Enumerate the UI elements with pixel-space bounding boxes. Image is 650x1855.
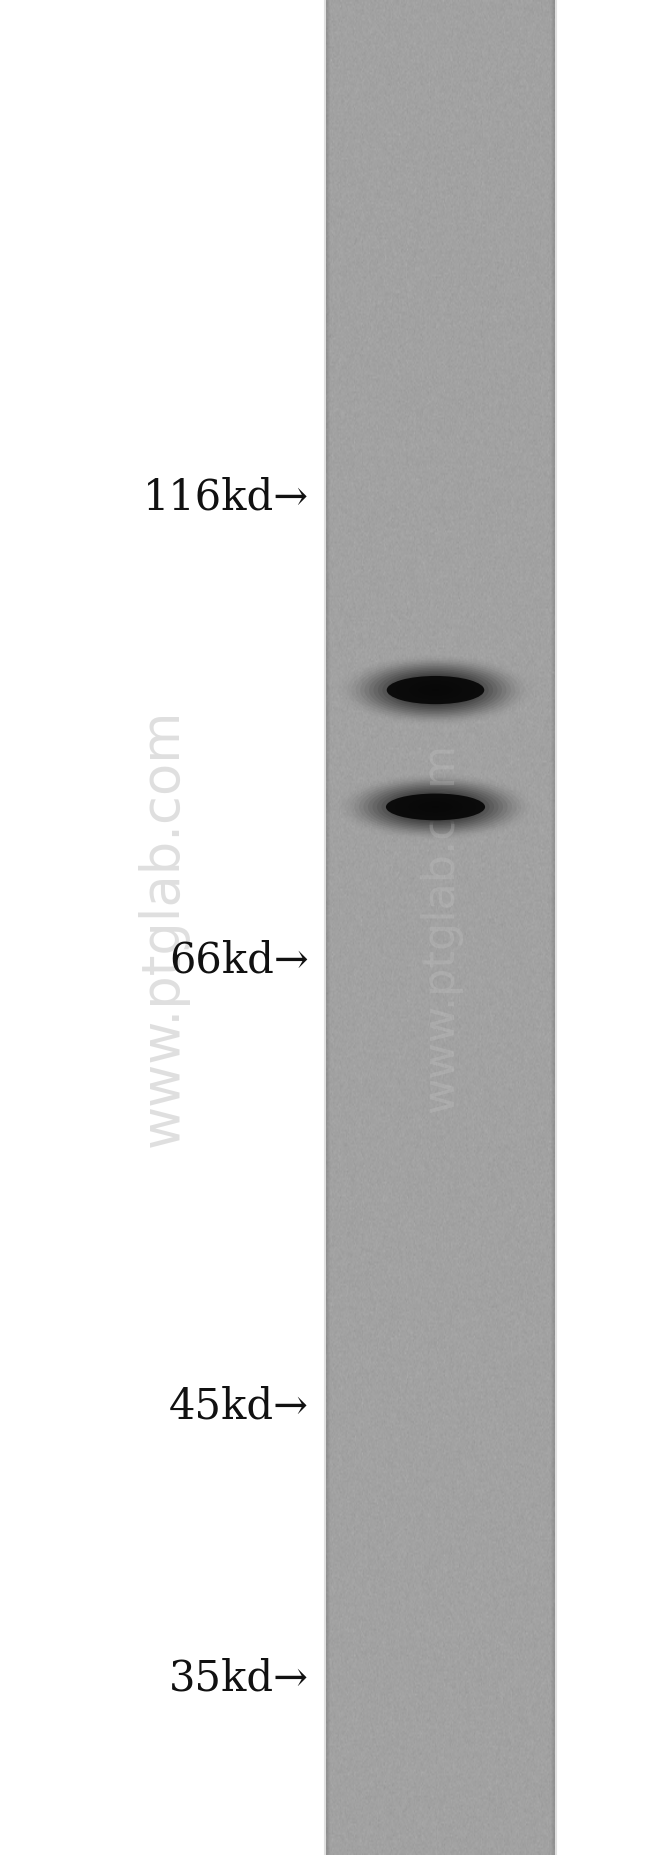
- Text: 66kd→: 66kd→: [169, 940, 309, 981]
- Ellipse shape: [377, 787, 494, 827]
- Ellipse shape: [368, 785, 503, 829]
- Ellipse shape: [400, 677, 471, 703]
- Ellipse shape: [396, 675, 475, 705]
- Ellipse shape: [391, 792, 480, 822]
- Ellipse shape: [417, 801, 454, 812]
- Ellipse shape: [426, 686, 445, 694]
- Ellipse shape: [409, 681, 462, 699]
- Ellipse shape: [345, 777, 526, 837]
- Ellipse shape: [341, 775, 530, 838]
- Ellipse shape: [359, 781, 512, 833]
- Ellipse shape: [431, 688, 440, 692]
- Text: 45kd→: 45kd→: [169, 1386, 309, 1426]
- Ellipse shape: [391, 673, 480, 707]
- Ellipse shape: [347, 659, 524, 722]
- Ellipse shape: [365, 664, 506, 716]
- Ellipse shape: [387, 672, 484, 707]
- Ellipse shape: [431, 805, 440, 809]
- Ellipse shape: [378, 670, 493, 710]
- Ellipse shape: [350, 777, 521, 837]
- Ellipse shape: [395, 794, 476, 820]
- Ellipse shape: [351, 660, 520, 720]
- Ellipse shape: [374, 668, 497, 712]
- Ellipse shape: [400, 794, 471, 820]
- Ellipse shape: [413, 683, 458, 697]
- Ellipse shape: [343, 657, 528, 723]
- Ellipse shape: [386, 790, 485, 824]
- Ellipse shape: [337, 774, 534, 840]
- Ellipse shape: [369, 666, 502, 714]
- Ellipse shape: [387, 675, 484, 705]
- Ellipse shape: [360, 662, 511, 718]
- Text: www.ptglab.com: www.ptglab.com: [136, 709, 188, 1146]
- Ellipse shape: [408, 798, 463, 816]
- Ellipse shape: [418, 684, 453, 696]
- Ellipse shape: [413, 800, 458, 814]
- Ellipse shape: [356, 660, 515, 720]
- Ellipse shape: [382, 788, 489, 825]
- Ellipse shape: [354, 779, 517, 835]
- Ellipse shape: [338, 655, 533, 725]
- Ellipse shape: [386, 794, 485, 820]
- Ellipse shape: [426, 803, 445, 811]
- Ellipse shape: [404, 796, 467, 818]
- Ellipse shape: [372, 787, 499, 827]
- Ellipse shape: [422, 803, 449, 811]
- Ellipse shape: [422, 684, 448, 696]
- Ellipse shape: [382, 672, 489, 709]
- Ellipse shape: [404, 679, 467, 701]
- Text: www.ptglab.com: www.ptglab.com: [419, 742, 462, 1113]
- Text: 116kd→: 116kd→: [142, 477, 309, 518]
- Text: 35kd→: 35kd→: [169, 1658, 309, 1699]
- Ellipse shape: [363, 783, 508, 831]
